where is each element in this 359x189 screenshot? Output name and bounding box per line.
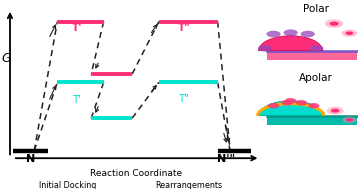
Circle shape: [331, 109, 339, 113]
FancyBboxPatch shape: [267, 116, 356, 125]
Text: G: G: [2, 52, 11, 65]
Text: Initial Docking: Initial Docking: [39, 181, 97, 189]
Circle shape: [308, 103, 320, 108]
Circle shape: [284, 29, 298, 36]
Circle shape: [258, 45, 272, 52]
Circle shape: [327, 107, 344, 115]
Circle shape: [300, 31, 315, 37]
Circle shape: [341, 29, 357, 37]
Text: N'": N'": [217, 153, 235, 163]
Wedge shape: [258, 36, 323, 51]
FancyBboxPatch shape: [267, 51, 356, 60]
Text: Polar: Polar: [303, 4, 328, 14]
Circle shape: [285, 98, 296, 103]
Text: T': T': [73, 95, 81, 105]
Circle shape: [266, 31, 281, 37]
Circle shape: [325, 19, 343, 28]
Text: Reaction Coordinate: Reaction Coordinate: [90, 169, 182, 178]
Text: Rearrangements: Rearrangements: [155, 181, 223, 189]
Text: T': T': [72, 23, 82, 33]
Circle shape: [346, 118, 353, 122]
Circle shape: [345, 31, 353, 35]
Text: T": T": [177, 23, 190, 33]
Wedge shape: [258, 101, 323, 116]
Circle shape: [281, 100, 293, 105]
Circle shape: [295, 100, 307, 105]
Circle shape: [268, 103, 279, 108]
Text: N: N: [26, 153, 35, 163]
Text: Apolar: Apolar: [299, 73, 332, 83]
Circle shape: [309, 45, 323, 52]
Circle shape: [330, 22, 339, 26]
Circle shape: [342, 117, 356, 123]
Text: T": T": [178, 94, 189, 104]
